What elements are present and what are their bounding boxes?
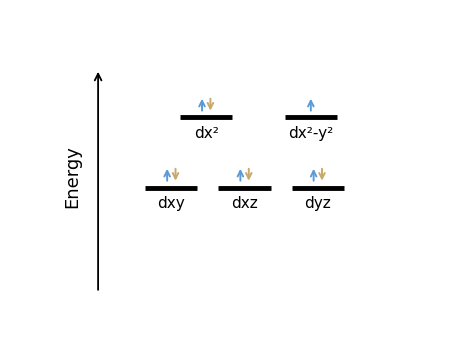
Text: dx²-y²: dx²-y² (288, 126, 333, 141)
Text: dyz: dyz (305, 196, 331, 211)
Text: Energy: Energy (63, 145, 81, 208)
Text: dx²: dx² (194, 126, 219, 141)
Text: dxy: dxy (158, 196, 185, 211)
Text: dxz: dxz (231, 196, 258, 211)
